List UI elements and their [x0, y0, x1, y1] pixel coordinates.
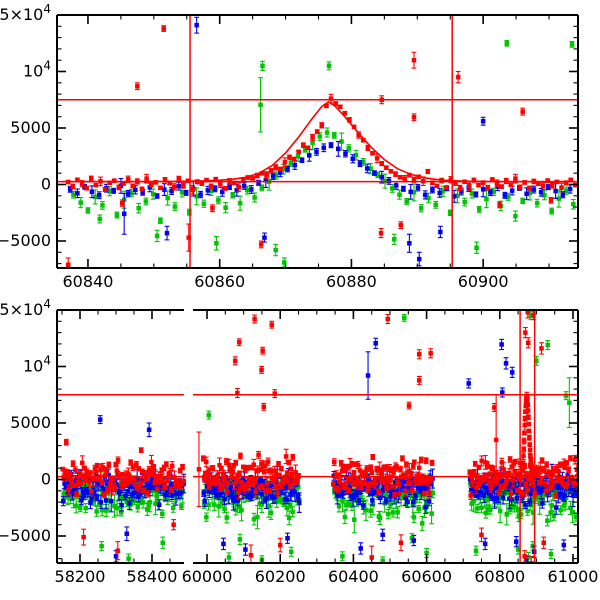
x-tick-label: 60840	[63, 272, 114, 291]
series-green	[71, 39, 576, 268]
y-tick-label: 0	[41, 469, 51, 488]
x-tick-label: 60000	[182, 567, 233, 586]
series-blue	[67, 16, 573, 267]
flare-model-curve	[61, 101, 576, 183]
x-tick-label: 60880	[326, 272, 377, 291]
panel-1-guide-lines	[57, 310, 578, 563]
series-red	[65, 25, 578, 268]
panel-1-data-area	[57, 310, 578, 563]
x-tick-label: 60600	[401, 567, 452, 586]
x-tick-label: 60200	[255, 567, 306, 586]
x-tick-label: 58400	[127, 567, 178, 586]
y-tick-label: 5000	[10, 118, 51, 137]
series-blue	[60, 337, 578, 563]
panel-1-frame	[56, 309, 579, 564]
panel-0-series	[65, 16, 578, 268]
y-tick-label: 1.5×104	[0, 297, 51, 319]
x-tick-label: 60800	[474, 567, 525, 586]
panel-0-data-area	[57, 15, 578, 268]
y-tick-label: 1.5×104	[0, 2, 51, 24]
panel-0-ticks	[57, 14, 578, 268]
y-tick-label: 0	[41, 174, 51, 193]
x-tick-label: 61000	[548, 567, 599, 586]
x-tick-label: 58200	[55, 567, 106, 586]
panel-0-tick-labels: 60840 60860 60880 60900 −5000 0 5000 104 1.5×104	[0, 2, 509, 291]
panel-1-tick-labels: 58200 58400 60000 60200 60400 60600 60800 61000…	[0, 297, 598, 586]
panel-1-series	[60, 310, 578, 563]
x-tick-label: 60400	[328, 567, 379, 586]
y-tick-label: 5000	[10, 413, 51, 432]
panel-1-ticks	[57, 309, 578, 563]
x-tick-label: 60860	[194, 272, 245, 291]
panel-0-frame	[56, 14, 579, 269]
y-tick-label: −5000	[0, 231, 51, 250]
y-tick-label: −5000	[0, 526, 51, 545]
x-tick-label: 60900	[458, 272, 509, 291]
y-tick-label: 104	[23, 353, 51, 375]
panel-0-guide-lines	[57, 15, 578, 268]
y-tick-label: 104	[23, 58, 51, 80]
